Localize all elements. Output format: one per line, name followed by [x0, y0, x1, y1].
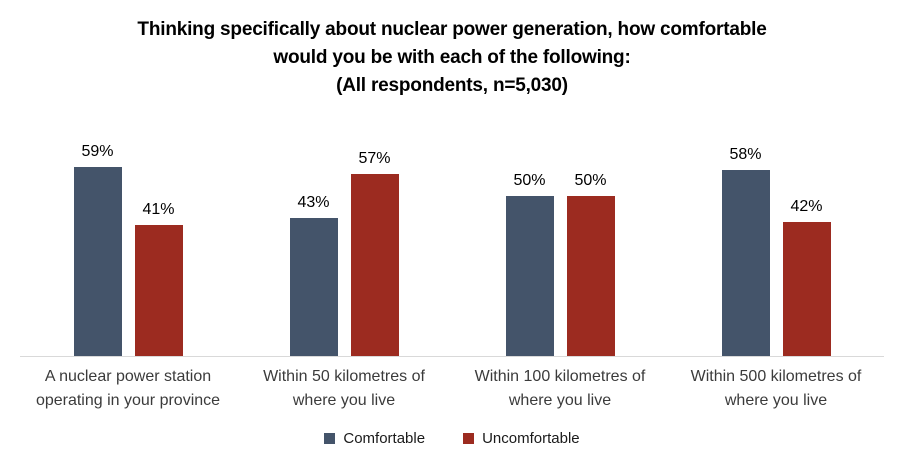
category-label-line: where you live	[292, 392, 396, 409]
chart-title-line-3: (All respondents, n=5,030)	[336, 75, 568, 96]
bar-uncomfortable	[782, 222, 831, 356]
category-label: Within 50 kilometres of where you live	[236, 365, 452, 413]
category-axis: A nuclear power station operating in your…	[20, 365, 884, 413]
category-label-line: Within 100 kilometres of	[474, 368, 646, 385]
category-label-line: operating in your province	[35, 392, 221, 409]
bar-comfortable	[73, 167, 122, 356]
legend-item-comfortable: Comfortable	[324, 430, 425, 447]
chart-title-line-1: Thinking specifically about nuclear powe…	[137, 19, 767, 40]
bar-comfortable	[505, 196, 554, 356]
legend-swatch-uncomfortable-icon	[463, 433, 475, 444]
bar-slot: 59%	[73, 142, 122, 356]
bar-comfortable	[721, 170, 770, 356]
legend-label-comfortable: Comfortable	[343, 430, 426, 447]
bar-slot: 50%	[566, 171, 615, 356]
value-label: 42%	[790, 198, 823, 215]
bar-group: 59% 41%	[20, 104, 236, 356]
category-label: Within 500 kilometres of where you live	[668, 365, 884, 413]
category-label-line: Within 500 kilometres of	[690, 368, 862, 385]
chart-title: Thinking specifically about nuclear powe…	[0, 16, 904, 100]
category-label: A nuclear power station operating in your…	[20, 365, 236, 413]
bar-group: 50% 50%	[452, 104, 668, 356]
value-label: 50%	[574, 172, 607, 189]
value-label: 57%	[358, 150, 391, 167]
bar-slot: 57%	[350, 149, 399, 356]
category-label-line: where you live	[724, 392, 828, 409]
bar-group: 43% 57%	[236, 104, 452, 356]
legend: Comfortable Uncomfortable	[0, 430, 904, 447]
category-label-line: Within 50 kilometres of	[263, 368, 425, 385]
category-label-line: A nuclear power station	[44, 368, 212, 385]
legend-swatch-comfortable-icon	[324, 433, 336, 444]
bar-uncomfortable	[350, 174, 399, 356]
bar-slot: 42%	[782, 197, 831, 356]
plot-area: 59% 41% 43% 57% 50% 50% 58% 42%	[20, 104, 884, 357]
category-label-line: where you live	[508, 392, 612, 409]
bar-slot: 43%	[289, 193, 338, 356]
bar-uncomfortable	[566, 196, 615, 356]
chart-title-line-2: would you be with each of the following:	[273, 47, 631, 68]
value-label: 59%	[81, 143, 114, 160]
bar-comfortable	[289, 218, 338, 356]
value-label: 50%	[513, 172, 546, 189]
legend-label-uncomfortable: Uncomfortable	[482, 430, 580, 447]
bar-group: 58% 42%	[668, 104, 884, 356]
value-label: 43%	[297, 194, 330, 211]
value-label: 41%	[142, 201, 175, 218]
bar-slot: 58%	[721, 145, 770, 356]
bar-slot: 50%	[505, 171, 554, 356]
category-label: Within 100 kilometres of where you live	[452, 365, 668, 413]
bar-slot: 41%	[134, 200, 183, 356]
bar-uncomfortable	[134, 225, 183, 356]
value-label: 58%	[729, 146, 762, 163]
legend-item-uncomfortable: Uncomfortable	[463, 430, 580, 447]
